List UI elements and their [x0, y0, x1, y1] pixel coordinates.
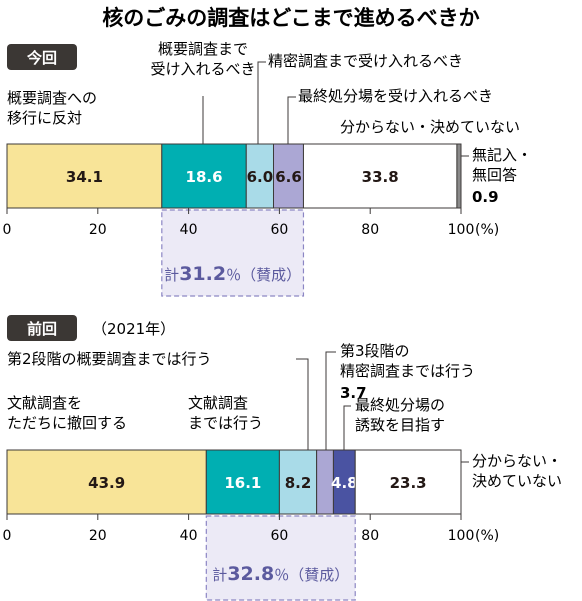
series-label: 受け入れるべき — [150, 60, 255, 78]
series-label: 移行に反対 — [7, 109, 82, 127]
series-label: 文献調査 — [188, 394, 248, 412]
leader-line — [325, 351, 336, 450]
bar-value-label: 4.8 — [331, 474, 358, 492]
bar-segment — [6, 143, 163, 209]
chart-title: 核のごみの調査はどこまで進めるべきか — [102, 6, 479, 30]
bar-segment — [205, 449, 280, 515]
bar-segment — [245, 143, 274, 209]
series-label: までは行う — [188, 414, 263, 432]
bar-segment — [302, 143, 458, 209]
sum-label: 計32.8％（賛成） — [212, 563, 349, 585]
series-label: 概要調査への — [7, 89, 97, 107]
x-tick-label: 40 — [180, 528, 198, 544]
bar-segment — [278, 449, 318, 515]
series-label: 第2段階の概要調査までは行う — [7, 350, 212, 368]
bar-value-label: 23.3 — [390, 474, 427, 492]
bar-value-label: 33.8 — [362, 168, 399, 186]
leader-line — [287, 96, 296, 144]
leader-line — [296, 358, 309, 450]
x-tick-label: 100 — [448, 528, 475, 544]
series-label: 精密調査までは行う — [340, 362, 475, 380]
bar-value-label: 3.7 — [340, 384, 367, 402]
bar-value-label: 0.9 — [472, 188, 499, 206]
sum-highlight-box — [205, 515, 356, 601]
leader-line — [343, 405, 351, 450]
bar-value-label: 18.6 — [186, 168, 223, 186]
series-label: 第3段階の — [340, 342, 410, 360]
series-label: 誘致を目指す — [355, 416, 445, 434]
sum-label: 計31.2％（賛成） — [164, 263, 301, 285]
x-tick-label: 60 — [270, 222, 288, 238]
bar-value-label: 34.1 — [66, 168, 103, 186]
x-tick-label: 20 — [89, 528, 107, 544]
panel-badge: 前回 — [27, 320, 57, 338]
bar-value-label: 6.0 — [247, 168, 274, 186]
x-tick-label: 0 — [3, 528, 12, 544]
bar-segment — [456, 143, 462, 209]
bar-segment — [354, 449, 462, 515]
bar-value-label: 8.2 — [285, 474, 312, 492]
panel-badge-bg — [7, 315, 77, 341]
sum-highlight-box — [161, 209, 305, 297]
panel-badge-bg — [7, 44, 77, 70]
x-axis-unit: (%) — [475, 222, 499, 238]
x-tick-label: 60 — [270, 528, 288, 544]
series-label: ただちに撤回する — [7, 414, 127, 432]
x-axis-unit: (%) — [475, 528, 499, 544]
series-label: 無回答 — [472, 166, 517, 184]
bar-value-label: 6.6 — [275, 168, 302, 186]
series-label: 分からない・決めていない — [340, 118, 520, 136]
series-label: 精密調査まで受け入れるべき — [268, 52, 463, 70]
series-label: 概要調査まで — [158, 40, 248, 58]
x-tick-label: 100 — [448, 222, 475, 238]
x-tick-label: 80 — [361, 528, 379, 544]
series-label: 分からない・ — [472, 452, 562, 470]
bar-segment — [6, 449, 207, 515]
series-label: 無記入・ — [472, 146, 532, 164]
x-tick-label: 20 — [89, 222, 107, 238]
series-label: 最終処分場の — [355, 396, 445, 414]
bar-value-label: 16.1 — [224, 474, 261, 492]
series-label: 文献調査を — [7, 394, 82, 412]
series-label: 決めていない — [472, 472, 562, 490]
series-label: 最終処分場を受け入れるべき — [298, 87, 493, 105]
panel-badge: 今回 — [26, 49, 57, 67]
bar-value-label: 43.9 — [88, 474, 125, 492]
x-tick-label: 40 — [180, 222, 198, 238]
panel-subtitle: （2021年） — [92, 320, 175, 338]
x-tick-label: 80 — [361, 222, 379, 238]
x-tick-label: 0 — [3, 222, 12, 238]
leader-line — [257, 61, 266, 144]
